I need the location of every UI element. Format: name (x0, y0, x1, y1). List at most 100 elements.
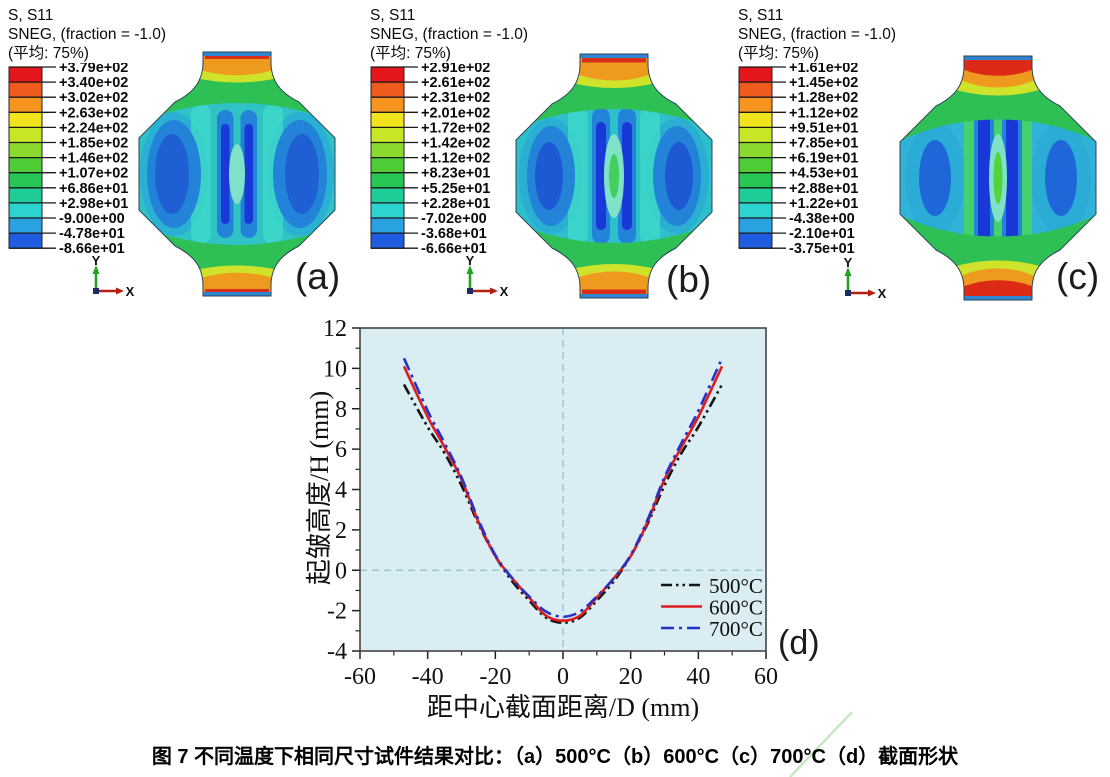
stress-colorbar: +3.79e+02+3.40e+02+3.02e+02+2.63e+02+2.2… (8, 63, 128, 257)
x-tick-label: 0 (557, 664, 569, 690)
z-axis-dot (467, 288, 473, 294)
x-tick-label: -40 (412, 664, 444, 690)
triad-x-label: X (500, 284, 509, 299)
stress-contour-specimen (898, 54, 1098, 307)
colorbar-value: -4.38e+00 (789, 211, 855, 227)
stress-contour-specimen (137, 50, 337, 303)
contour-header: S, S11 SNEG, (fraction = -1.0) (平均: 75%) (738, 6, 1100, 63)
colorbar-value: +2.63e+02 (59, 105, 128, 121)
contour-panel-a: S, S11 SNEG, (fraction = -1.0) (平均: 75%)… (8, 6, 370, 308)
plot-title: S, S11 (370, 7, 416, 24)
panel-label: (c) (1056, 256, 1100, 297)
colorbar-value: +1.46e+02 (59, 151, 128, 167)
stress-colorbar: +1.61e+02+1.45e+02+1.28e+02+1.12e+02+9.5… (738, 63, 858, 257)
contour-header: S, S11 SNEG, (fraction = -1.0) (平均: 75%) (8, 6, 370, 63)
colorbar-value: +1.28e+02 (789, 90, 858, 106)
colorbar-value: +1.72e+02 (421, 120, 490, 136)
colorbar-value: -8.66e+01 (59, 241, 125, 257)
z-axis-dot (845, 290, 851, 296)
legend-label: 700°C (709, 617, 763, 641)
y-tick-label: 2 (335, 518, 347, 544)
stress-colorbar: +2.91e+02+2.61e+02+2.31e+02+2.01e+02+1.7… (370, 63, 490, 257)
y-tick-label: 8 (335, 397, 347, 423)
chart-y-axis-label: 起皱高度/H (mm) (305, 390, 334, 586)
colorbar-value: -2.10e+01 (789, 226, 855, 242)
colorbar-value: +5.25e+01 (421, 181, 490, 197)
colorbar-value: -6.66e+01 (421, 241, 487, 257)
panel-label: (d) (778, 624, 820, 662)
x-tick-label: -20 (479, 664, 511, 690)
colorbar-value: +2.98e+01 (59, 196, 128, 212)
axis-triad-icon: Y X (92, 253, 135, 299)
plot-average-note: (平均: 75%) (370, 45, 451, 62)
colorbar-value: -4.78e+01 (59, 226, 125, 242)
colorbar-value: +1.12e+02 (789, 105, 858, 121)
plot-average-note: (平均: 75%) (738, 45, 819, 62)
plot-average-note: (平均: 75%) (8, 45, 89, 62)
colorbar-value: +2.28e+01 (421, 196, 490, 212)
colorbar-value: +2.91e+02 (421, 63, 490, 76)
colorbar-value: +1.61e+02 (789, 63, 858, 76)
contour-panel-c: S, S11 SNEG, (fraction = -1.0) (平均: 75%)… (738, 6, 1100, 308)
z-axis-dot (93, 288, 99, 294)
colorbar-value: -3.75e+01 (789, 241, 855, 257)
colorbar-value: +1.85e+02 (59, 136, 128, 152)
axis-triad-icon: Y X (844, 255, 887, 301)
colorbar-value: +8.23e+01 (421, 166, 490, 182)
watermark-line (789, 711, 853, 777)
colorbar-value: +3.02e+02 (59, 90, 128, 106)
contour-header: S, S11 SNEG, (fraction = -1.0) (平均: 75%) (370, 6, 732, 63)
colorbar-value: -9.00e+00 (59, 211, 125, 227)
colorbar-value: +6.19e+01 (789, 151, 858, 167)
plot-subtitle: SNEG, (fraction = -1.0) (370, 26, 529, 43)
colorbar-value: +2.01e+02 (421, 105, 490, 121)
series-500°C (402, 383, 724, 625)
colorbar-value: +1.22e+01 (789, 196, 858, 212)
series-700°C (402, 357, 724, 618)
wrinkle-height-chart: -60 -40 -20 0 20 40 60 -4 -2 0 2 4 6 8 10 12 500°C 600°C 7… (288, 316, 833, 730)
y-tick-label: -2 (327, 599, 347, 625)
colorbar-value: +4.53e+01 (789, 166, 858, 182)
y-tick-label: 10 (323, 356, 347, 382)
colorbar-value: +3.40e+02 (59, 75, 128, 91)
colorbar-value: +1.42e+02 (421, 136, 490, 152)
panel-label: (b) (666, 259, 712, 300)
colorbar-value: -7.02e+00 (421, 211, 487, 227)
x-tick-label: 60 (754, 664, 778, 690)
panel-label: (a) (295, 256, 341, 297)
chart-x-axis-label: 距中心截面距离/D (mm) (426, 693, 700, 722)
legend-label: 600°C (709, 596, 763, 620)
colorbar-value: -3.68e+01 (421, 226, 487, 242)
contour-panel-b: S, S11 SNEG, (fraction = -1.0) (平均: 75%)… (370, 6, 732, 308)
colorbar-value: +1.12e+02 (421, 151, 490, 167)
triad-y-label: Y (466, 253, 475, 268)
y-tick-label: 6 (335, 437, 347, 463)
colorbar-value: +1.07e+02 (59, 166, 128, 182)
x-tick-label: 20 (619, 664, 643, 690)
y-tick-label: 4 (335, 478, 347, 504)
plot-subtitle: SNEG, (fraction = -1.0) (738, 26, 897, 43)
colorbar-value: +6.86e+01 (59, 181, 128, 197)
legend-label: 500°C (709, 574, 763, 598)
colorbar-value: +2.24e+02 (59, 120, 128, 136)
y-tick-label: 0 (335, 558, 347, 584)
plot-title: S, S11 (8, 7, 54, 24)
colorbar-value: +3.79e+02 (59, 63, 128, 76)
x-tick-label: 40 (686, 664, 710, 690)
colorbar-value: +2.61e+02 (421, 75, 490, 91)
y-tick-label: 12 (323, 318, 347, 342)
triad-x-label: X (126, 284, 135, 299)
colorbar-value: +1.45e+02 (789, 75, 858, 91)
axis-triad-icon: Y X (466, 253, 509, 299)
colorbar-value: +7.85e+01 (789, 136, 858, 152)
stress-contour-specimen (514, 52, 714, 305)
x-tick-label: -60 (344, 664, 376, 690)
chart-canvas: -60 -40 -20 0 20 40 60-4-2024681012500°C600°C7… (323, 316, 778, 690)
plot-subtitle: SNEG, (fraction = -1.0) (8, 26, 167, 43)
colorbar-value: +2.88e+01 (789, 181, 858, 197)
triad-y-label: Y (844, 255, 853, 270)
colorbar-value: +9.51e+01 (789, 120, 858, 136)
y-tick-label: -4 (327, 639, 347, 665)
figure-caption: 图 7 不同温度下相同尺寸试件结果对比：（a）500°C（b）600°C（c）7… (151, 746, 959, 768)
